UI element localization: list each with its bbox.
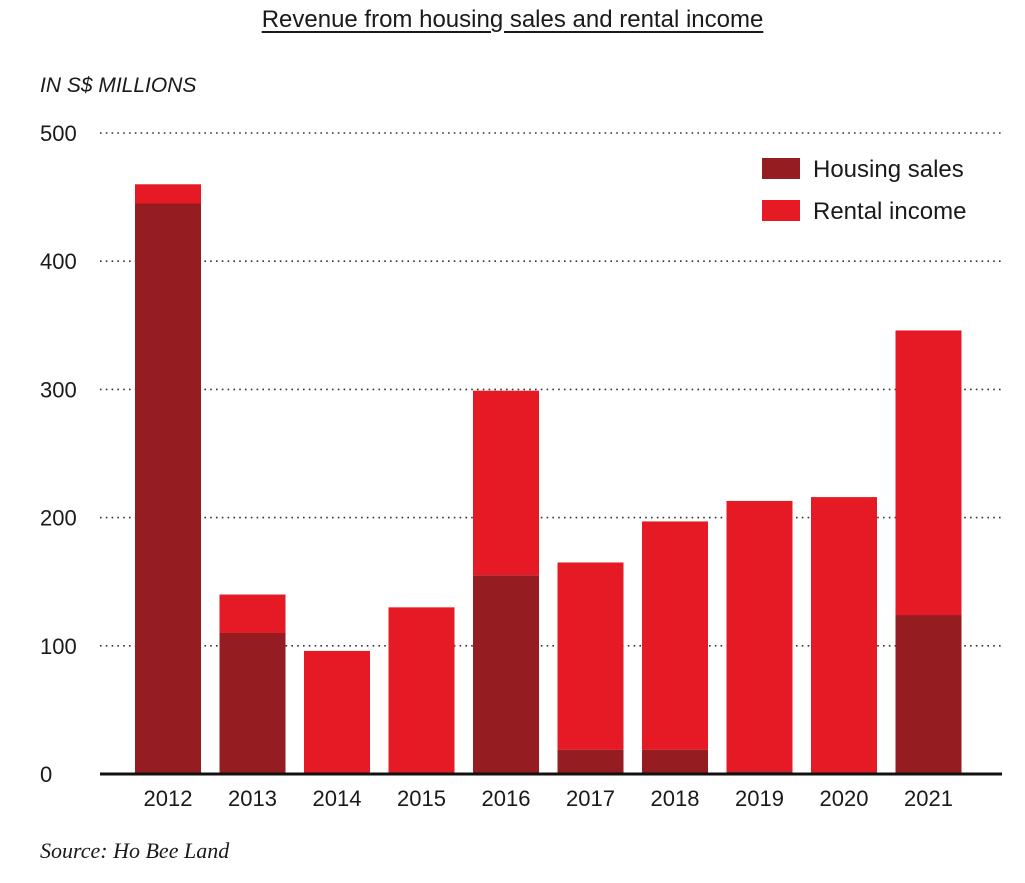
- legend-label: Rental income: [813, 198, 966, 225]
- legend: Housing sales Rental income: [762, 156, 966, 225]
- chart-title: Revenue from housing sales and rental in…: [261, 6, 764, 33]
- bar-rental-income-2021: [895, 330, 962, 616]
- y-tick-label: 200: [40, 506, 77, 531]
- y-axis-unit-label: IN S$ MILLIONS: [40, 74, 197, 97]
- y-tick-label: 300: [40, 377, 77, 402]
- x-tick-label: 2016: [482, 786, 531, 811]
- source-note: Source: Ho Bee Land: [40, 838, 230, 863]
- x-tick-label: 2021: [904, 786, 953, 811]
- x-tick-label: 2013: [228, 786, 277, 811]
- bar-rental-income-2015: [388, 607, 455, 774]
- bar-rental-income-2017: [557, 562, 624, 750]
- bar-rental-income-2014: [304, 650, 370, 774]
- bar-housing-sales-2012: [135, 203, 201, 774]
- bar-rental-income-2016: [473, 390, 539, 576]
- bar-housing-sales-2016: [473, 575, 539, 774]
- y-tick-labels: 0 100 200 300 400 500: [40, 121, 77, 787]
- x-tick-label: 2019: [735, 786, 784, 811]
- bar-housing-sales-2017: [557, 749, 624, 774]
- x-tick-label: 2012: [144, 786, 193, 811]
- bar-housing-sales-2018: [642, 749, 708, 774]
- x-tick-label: 2020: [820, 786, 869, 811]
- bar-housing-sales-2021: [895, 615, 962, 774]
- y-tick-label: 500: [40, 121, 77, 146]
- x-tick-label: 2017: [566, 786, 615, 811]
- bars: [135, 184, 962, 774]
- y-tick-label: 100: [40, 634, 77, 659]
- y-tick-label: 400: [40, 249, 77, 274]
- bar-rental-income-2020: [811, 497, 877, 774]
- x-tick-label: 2015: [397, 786, 446, 811]
- legend-swatch: [762, 200, 800, 221]
- bar-rental-income-2012: [135, 184, 201, 204]
- x-tick-label: 2018: [651, 786, 700, 811]
- bar-rental-income-2013: [219, 594, 286, 633]
- x-tick-label: 2014: [313, 786, 362, 811]
- legend-label: Housing sales: [813, 156, 964, 183]
- bar-rental-income-2018: [642, 521, 708, 750]
- y-tick-label: 0: [40, 762, 52, 787]
- bar-housing-sales-2013: [219, 632, 286, 774]
- legend-swatch: [762, 158, 800, 179]
- x-tick-labels: 2012 2013 2014 2015 2016 2017 2018 2019 2020 2021: [144, 786, 953, 811]
- bar-rental-income-2019: [726, 500, 793, 772]
